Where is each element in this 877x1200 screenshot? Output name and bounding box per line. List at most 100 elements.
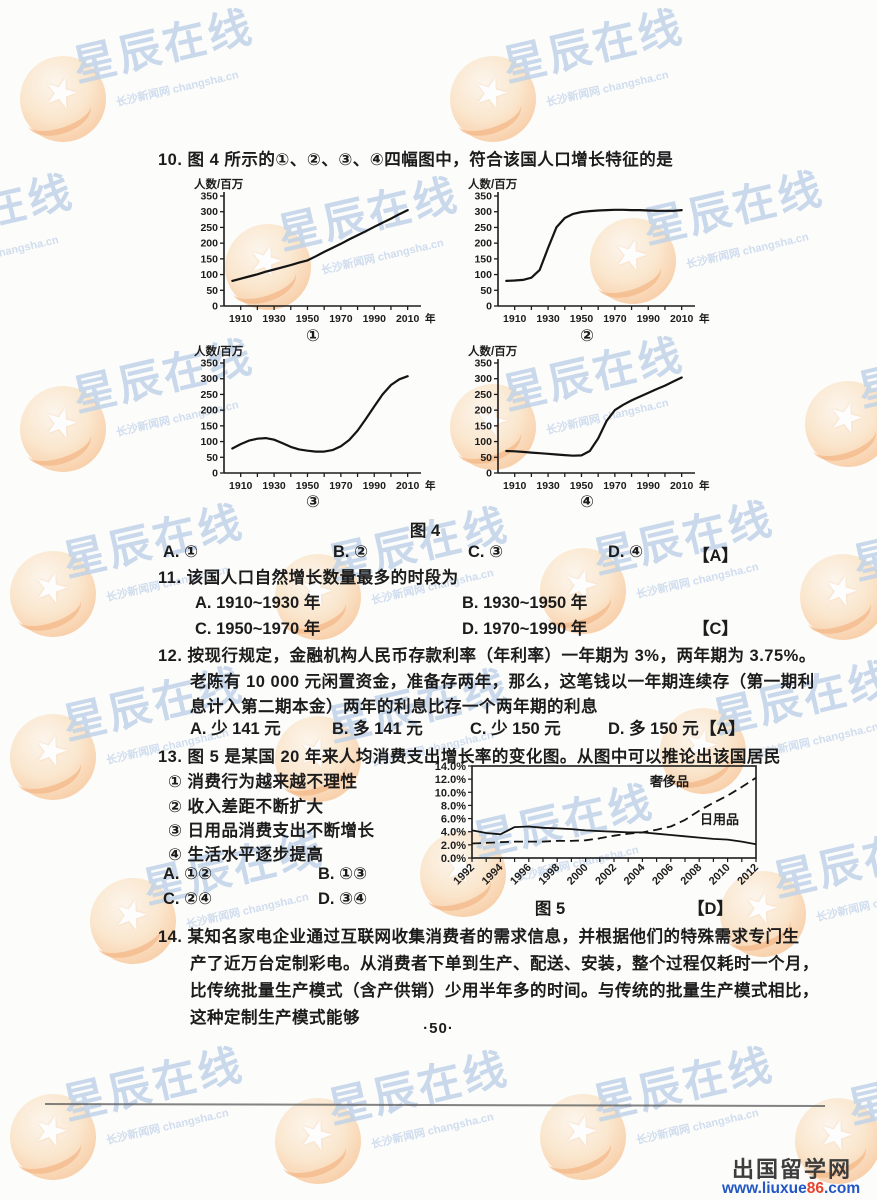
svg-text:200: 200 [200, 238, 218, 250]
svg-text:12.0%: 12.0% [435, 774, 466, 786]
q10-option-b: B. ② [333, 543, 369, 561]
svg-text:2002: 2002 [593, 862, 619, 888]
question-11-stem: 11. 该国人口自然增长数量最多的时段为 [158, 569, 459, 587]
svg-text:50: 50 [480, 452, 492, 464]
svg-text:1990: 1990 [637, 480, 661, 492]
question-12-line-1: 12. 按现行规定，金融机构人民币存款利率（年利率）一年期为 3%，两年期为 3… [158, 647, 816, 665]
footer-site-url: www.liuxue86.com [722, 1180, 860, 1198]
svg-text:350: 350 [474, 191, 492, 203]
svg-text:300: 300 [200, 373, 218, 385]
svg-text:1970: 1970 [329, 313, 353, 325]
url-86: 86 [806, 1180, 824, 1197]
svg-text:250: 250 [474, 389, 492, 401]
svg-text:150: 150 [474, 420, 492, 432]
svg-text:250: 250 [200, 222, 218, 234]
svg-text:1950: 1950 [296, 313, 320, 325]
q12-option-c: C. 少 150 元 [470, 720, 561, 738]
figure-4-caption: 图 4 [409, 522, 441, 540]
svg-text:人数/百万: 人数/百万 [194, 344, 244, 358]
svg-text:1910: 1910 [503, 313, 527, 325]
svg-text:1950: 1950 [570, 480, 594, 492]
svg-text:1950: 1950 [570, 313, 594, 325]
q13-option-a: A. ①② [163, 865, 213, 883]
svg-text:1950: 1950 [296, 480, 320, 492]
question-14-line-4: 这种定制生产模式能够 [190, 1009, 360, 1027]
svg-text:2000: 2000 [565, 862, 591, 888]
q10-option-d: D. ④ [608, 543, 644, 561]
svg-text:2006: 2006 [650, 862, 676, 888]
question-14-line-3: 比传统批量生产模式（含产供销）少用半年多的时间。与传统的批量生产模式相比， [190, 982, 819, 1000]
q10-option-a: A. ① [163, 543, 199, 561]
population-chart-2: 人数/百万 0 50 100 150 200 250 300 350 1910 1930 1950 19… [468, 177, 710, 325]
svg-text:0: 0 [212, 301, 218, 313]
chart-3-caption: ③ [306, 493, 320, 511]
svg-text:4.0%: 4.0% [441, 827, 466, 839]
figure-5-caption: 图 5 [534, 900, 566, 918]
page-number: ·50· [423, 1020, 454, 1037]
svg-text:300: 300 [474, 206, 492, 218]
population-chart-3: 人数/百万 0 50 100 150 200 250 300 350 1910 1930 1950 19… [194, 344, 436, 492]
svg-text:2008: 2008 [679, 862, 705, 888]
svg-text:1910: 1910 [229, 480, 253, 492]
q13-option-c: C. ②④ [163, 890, 213, 908]
q11-option-d: D. 1970~1990 年 [462, 620, 588, 638]
q11-answer-marker: 【C】 [693, 620, 738, 638]
svg-text:10.0%: 10.0% [435, 787, 466, 799]
svg-text:300: 300 [200, 206, 218, 218]
svg-text:350: 350 [200, 191, 218, 203]
svg-text:1930: 1930 [262, 313, 286, 325]
svg-text:150: 150 [200, 420, 218, 432]
svg-text:150: 150 [200, 253, 218, 265]
svg-text:200: 200 [474, 238, 492, 250]
chart-4-caption: ④ [580, 493, 594, 511]
q13-option-d: D. ③④ [318, 890, 368, 908]
q13-statement-4: ④ 生活水平逐步提高 [168, 846, 324, 864]
svg-text:200: 200 [200, 405, 218, 417]
url-suffix: .com [823, 1180, 861, 1197]
svg-text:1990: 1990 [637, 313, 661, 325]
svg-text:年: 年 [699, 479, 710, 492]
svg-text:2012: 2012 [735, 862, 761, 888]
question-text: 图 4 所示的①、②、③、④四幅图中，符合该国人口增长特征的是 [187, 151, 674, 169]
q11-option-b: B. 1930~1950 年 [462, 594, 588, 612]
scan-line-artifact [44, 1102, 826, 1108]
svg-text:50: 50 [480, 285, 492, 297]
svg-text:1998: 1998 [537, 862, 563, 888]
q11-option-c: C. 1950~1970 年 [195, 620, 321, 638]
q13-answer-marker: 【D】 [688, 900, 733, 918]
svg-text:6.0%: 6.0% [441, 814, 466, 826]
svg-text:1996: 1996 [508, 862, 534, 888]
svg-text:1910: 1910 [229, 313, 253, 325]
question-14-line-1: 14. 某知名家电企业通过互联网收集消费者的需求信息，并根据他们的特殊需求专门生 [158, 928, 800, 946]
svg-text:300: 300 [474, 373, 492, 385]
q13-statement-3: ③ 日用品消费支出不断增长 [168, 822, 375, 840]
q12-option-d: D. 多 150 元 [608, 720, 699, 738]
svg-text:100: 100 [474, 436, 492, 448]
svg-text:1910: 1910 [503, 480, 527, 492]
chart-2-caption: ② [580, 327, 594, 345]
svg-text:14.0%: 14.0% [435, 761, 466, 773]
svg-text:1930: 1930 [536, 480, 560, 492]
svg-text:0: 0 [486, 468, 492, 480]
svg-text:日用品: 日用品 [700, 812, 739, 827]
population-chart-1: 人数/百万 0 50 100 150 200 250 300 350 1910 1930 1950 19… [194, 177, 436, 325]
svg-text:年: 年 [425, 312, 436, 325]
svg-text:2010: 2010 [396, 313, 420, 325]
question-12-line-2: 老陈有 10 000 元闲置资金，准备存两年，那么，这笔钱以一年期连续存（第一期… [190, 673, 815, 691]
svg-text:1970: 1970 [603, 313, 627, 325]
svg-text:人数/百万: 人数/百万 [194, 177, 244, 191]
svg-text:1990: 1990 [363, 313, 387, 325]
svg-text:250: 250 [200, 389, 218, 401]
svg-text:50: 50 [206, 285, 218, 297]
q10-answer-marker: 【A】 [693, 547, 738, 565]
question-number: 10. [158, 151, 183, 169]
svg-text:0: 0 [486, 301, 492, 313]
q13-statement-1: ① 消费行为越来越不理性 [168, 773, 358, 791]
svg-text:2010: 2010 [670, 480, 694, 492]
svg-text:1992: 1992 [451, 862, 477, 888]
question-10-stem: 10. 图 4 所示的①、②、③、④四幅图中，符合该国人口增长特征的是 [158, 146, 673, 170]
svg-text:50: 50 [206, 452, 218, 464]
q10-option-c: C. ③ [468, 543, 504, 561]
svg-text:150: 150 [474, 253, 492, 265]
svg-text:1990: 1990 [363, 480, 387, 492]
